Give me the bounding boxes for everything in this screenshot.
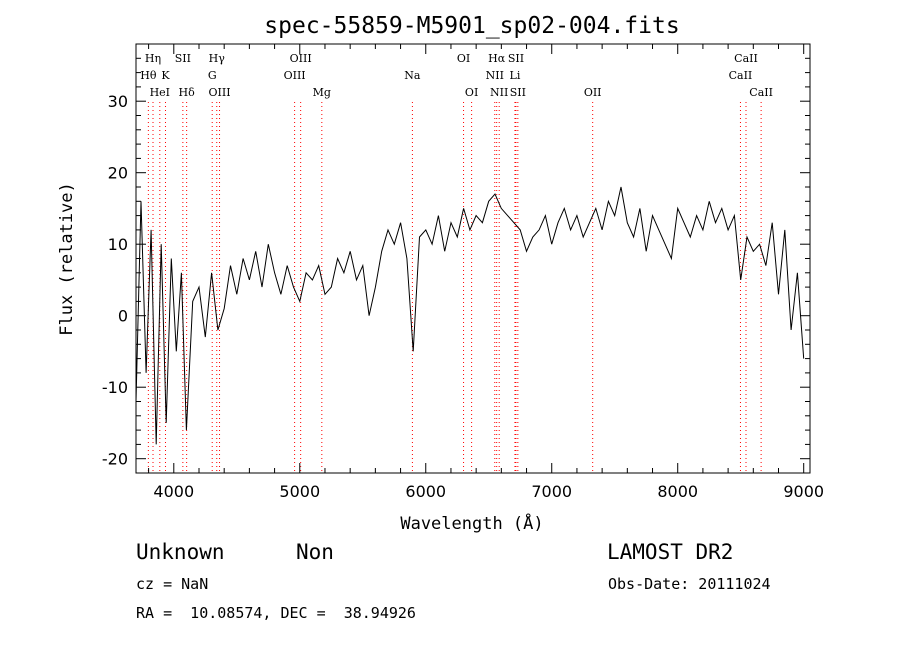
line-label: OIII — [208, 86, 230, 99]
line-label: CaII — [749, 86, 773, 99]
line-label: SII — [508, 52, 524, 65]
line-label: OIII — [290, 52, 312, 65]
line-label: Hθ — [140, 69, 157, 82]
x-tick-label: 9000 — [783, 482, 824, 501]
object-subclass: Non — [296, 540, 334, 564]
y-axis-label: Flux (relative) — [57, 182, 77, 336]
line-label: OI — [465, 86, 478, 99]
line-label: NII — [486, 69, 504, 82]
redshift-cz: cz = NaN — [136, 575, 209, 593]
line-label: SII — [510, 86, 526, 99]
y-tick-label: -10 — [102, 378, 128, 397]
y-tick-label: 20 — [108, 164, 128, 183]
line-label: CaII — [734, 52, 758, 65]
y-tick-label: 30 — [108, 92, 128, 111]
chart-title: spec-55859-M5901_sp02-004.fits — [264, 13, 679, 39]
line-label: Hγ — [209, 52, 226, 65]
observation-date: Obs-Date: 20111024 — [608, 575, 771, 593]
line-label: CaII — [729, 69, 753, 82]
line-label: Hη — [145, 52, 161, 65]
axes: 4000 5000 6000 7000 8000 9000 -20 -10 0 10 20 30 — [102, 43, 824, 501]
line-label: OIII — [284, 69, 306, 82]
x-tick-label: 5000 — [279, 482, 320, 501]
y-tick-label: 10 — [108, 235, 128, 254]
line-label: Mg — [313, 86, 331, 99]
plot-frame — [135, 43, 811, 474]
line-label: NII — [490, 86, 508, 99]
y-tick-label: -20 — [102, 450, 128, 469]
x-tick-label: 8000 — [657, 482, 698, 501]
y-tick-label: 0 — [118, 307, 128, 326]
sky-coordinates: RA = 10.08574, DEC = 38.94926 — [136, 604, 416, 622]
x-axis-label: Wavelength (Å) — [400, 512, 543, 534]
x-tick-label: 7000 — [531, 482, 572, 501]
line-label: OI — [457, 52, 470, 65]
line-label: OII — [584, 86, 602, 99]
spectrum-line — [135, 186, 805, 445]
line-label: Li — [510, 69, 521, 82]
line-label: K — [161, 69, 170, 82]
object-class: Unknown — [136, 540, 225, 564]
x-tick-label: 6000 — [405, 482, 446, 501]
line-label: SII — [175, 52, 191, 65]
line-label: G — [208, 69, 217, 82]
spectrum-series — [135, 186, 805, 445]
line-label: Hα — [488, 52, 506, 65]
x-tick-label: 4000 — [153, 482, 194, 501]
line-label: Hδ — [179, 86, 196, 99]
line-label: HeI — [150, 86, 170, 99]
survey-name: LAMOST DR2 — [607, 540, 734, 564]
line-label: Na — [404, 69, 421, 82]
emission-line-markers: Hη Hθ K HeI SII Hδ Hγ G OIII OIII OIII Mg Na OI OI Hα NI… — [140, 52, 773, 473]
